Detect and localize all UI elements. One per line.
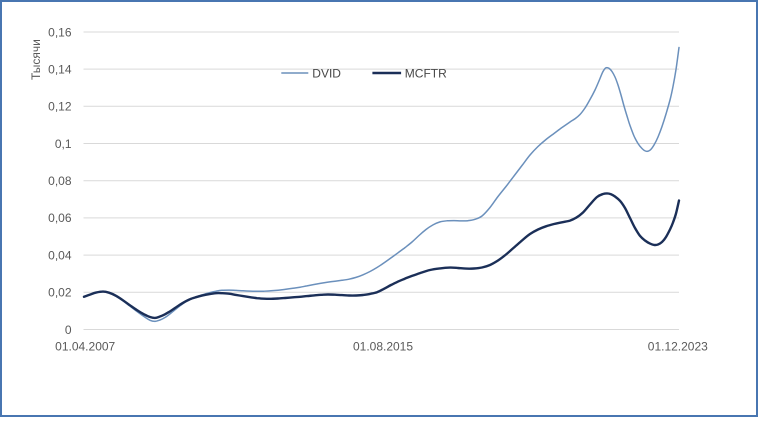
svg-text:0,04: 0,04	[48, 248, 72, 262]
svg-text:0,06: 0,06	[48, 211, 72, 225]
svg-text:DVID: DVID	[312, 66, 341, 80]
svg-text:0,08: 0,08	[48, 174, 72, 188]
svg-text:0: 0	[65, 323, 72, 337]
svg-text:01.12.2023: 01.12.2023	[648, 340, 708, 354]
svg-text:0,12: 0,12	[48, 100, 72, 114]
svg-text:01.04.2007: 01.04.2007	[55, 340, 115, 354]
svg-text:MCFTR: MCFTR	[405, 66, 447, 80]
svg-text:0,1: 0,1	[55, 137, 72, 151]
svg-text:01.08.2015: 01.08.2015	[353, 340, 413, 354]
svg-text:0,14: 0,14	[48, 62, 72, 76]
svg-text:0,02: 0,02	[48, 286, 72, 300]
svg-text:Тысячи: Тысячи	[29, 39, 43, 80]
svg-text:0,16: 0,16	[48, 25, 72, 39]
